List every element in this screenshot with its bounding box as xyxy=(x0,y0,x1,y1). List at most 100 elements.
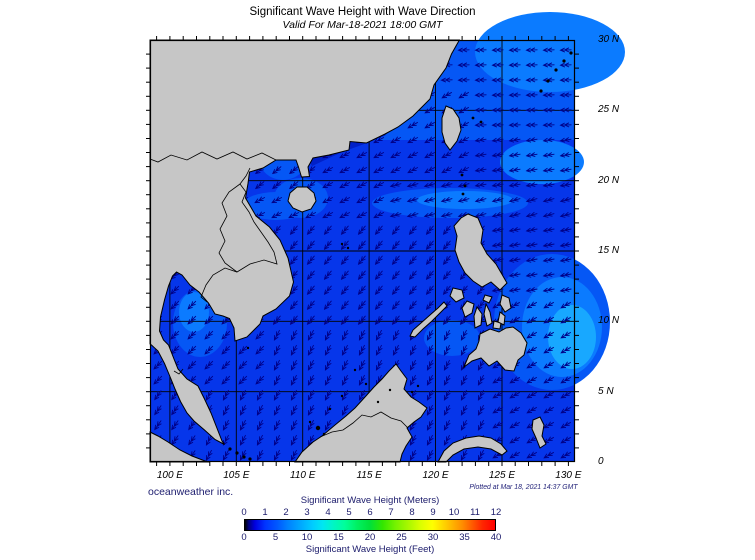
plotted-timestamp: Plotted at Mar 18, 2021 14:37 GMT xyxy=(469,482,578,491)
lat-label: 0 xyxy=(598,456,604,467)
land-layer xyxy=(149,39,547,463)
legend-feet-tick: 20 xyxy=(364,532,376,543)
borneo-island xyxy=(294,363,428,463)
riau-islet xyxy=(228,447,232,451)
natuna-islet xyxy=(322,432,326,436)
small-islands-layer xyxy=(228,51,573,461)
china-vietnam-border xyxy=(149,151,277,163)
legend-colorbar xyxy=(244,519,496,531)
legend-title-meters: Significant Wave Height (Meters) xyxy=(300,495,440,506)
negros-island xyxy=(473,305,483,329)
ryukyu-islet xyxy=(546,79,550,83)
lat-label: 5 N xyxy=(598,385,614,397)
taiwan-island xyxy=(441,105,462,151)
spratly-islet xyxy=(328,407,332,411)
lat-label: 10 N xyxy=(598,315,620,327)
top-right-light-patch xyxy=(475,12,625,92)
legend-meter-tick: 11 xyxy=(470,507,480,518)
borneo-malaysia-indonesia-border xyxy=(319,411,409,438)
vietnam-laos-cambodia-border xyxy=(200,167,278,303)
spratly-islet xyxy=(364,382,368,386)
ryukyu-islet xyxy=(554,68,558,72)
lon-label: 105 E xyxy=(223,470,250,481)
sulu-sea-patch xyxy=(424,320,480,356)
legend-title-feet: Significant Wave Height (Feet) xyxy=(305,544,435,555)
legend-meter-tick: 10 xyxy=(448,507,460,518)
map-frame xyxy=(146,36,579,466)
lon-label: 120 E xyxy=(422,470,449,481)
ryukyu-islet xyxy=(562,59,566,63)
spratly-islet xyxy=(376,400,380,404)
masbate-island xyxy=(482,294,493,304)
samar-island xyxy=(499,294,512,313)
legend-feet-tick: 0 xyxy=(241,532,247,543)
legend-meter-tick: 2 xyxy=(283,507,289,518)
con-son-islet xyxy=(246,346,250,350)
ryukyu-islet xyxy=(569,51,573,55)
country-borders xyxy=(149,151,409,438)
mindanao-island xyxy=(462,326,528,372)
malaysia-thailand-border xyxy=(173,368,184,375)
legend-meter-tick: 1 xyxy=(262,507,268,518)
philippine-sea-core xyxy=(548,305,596,369)
borneo-offshore-islet xyxy=(416,384,420,388)
asia-mainland xyxy=(149,39,461,445)
legend-feet-tick: 25 xyxy=(396,532,407,543)
natuna-island xyxy=(315,425,321,431)
lon-label: 130 E xyxy=(555,470,582,481)
legend-meter-tick: 12 xyxy=(490,507,502,518)
paracel-islet xyxy=(346,246,350,250)
legend-feet-tick: 35 xyxy=(459,532,470,543)
natuna-islet xyxy=(308,420,312,424)
legend-feet-tick: 15 xyxy=(333,532,344,543)
palawan-island xyxy=(409,301,448,338)
taiwan-east-islet xyxy=(471,116,475,120)
hainan-island xyxy=(287,186,317,213)
laos-thailand-border xyxy=(218,183,241,273)
credit-text: oceanweather inc. xyxy=(148,486,234,498)
batanes-islet xyxy=(460,173,464,177)
riau-islet xyxy=(235,451,239,455)
legend-meter-tick: 5 xyxy=(346,507,352,518)
page-title: Significant Wave Height with Wave Direct… xyxy=(249,6,476,18)
riau-islet xyxy=(248,457,252,461)
wave-height-map xyxy=(146,12,625,466)
ryukyu-islet xyxy=(539,89,543,93)
lon-label: 110 E xyxy=(290,470,316,481)
riau-islet xyxy=(242,455,246,459)
spratly-islet xyxy=(388,388,392,392)
legend-meter-tick: 9 xyxy=(430,507,436,518)
legend-meter-tick: 4 xyxy=(325,507,331,518)
legend-feet-tick: 10 xyxy=(301,532,313,543)
legend-meter-tick: 7 xyxy=(388,507,394,518)
legend-meter-tick: 8 xyxy=(409,507,415,518)
legend-feet-tick: 30 xyxy=(427,532,439,543)
sulawesi-island xyxy=(437,435,508,463)
spratly-islet xyxy=(340,394,344,398)
valid-time-subtitle: Valid For Mar-18-2021 18:00 GMT xyxy=(282,19,443,31)
luzon-island xyxy=(453,213,508,291)
halmahera-island xyxy=(531,416,547,449)
legend-feet-tick: 40 xyxy=(490,532,502,543)
mindoro-island xyxy=(449,287,465,303)
taiwan-east-islet xyxy=(479,120,483,124)
lon-label: 125 E xyxy=(488,470,516,481)
cebu-island xyxy=(483,302,493,327)
lat-label: 15 N xyxy=(598,245,620,256)
lon-label: 100 E xyxy=(156,470,183,481)
east-taiwan-light-patch xyxy=(500,140,584,184)
panay-island xyxy=(461,300,475,318)
legend-meter-tick: 0 xyxy=(241,507,247,518)
borneo-offshore-islet xyxy=(410,390,414,394)
paracel-islet xyxy=(340,242,344,246)
lat-label: 25 N xyxy=(598,104,620,116)
lon-label: 115 E xyxy=(356,470,382,481)
map-border xyxy=(149,39,576,463)
babuyan-islet xyxy=(463,184,467,188)
leyte-island xyxy=(497,311,506,326)
lat-label: 30 N xyxy=(598,34,620,45)
legend-meter-tick: 3 xyxy=(304,507,310,518)
gulf-of-thailand-core xyxy=(179,292,209,332)
babuyan-islet xyxy=(461,192,465,196)
